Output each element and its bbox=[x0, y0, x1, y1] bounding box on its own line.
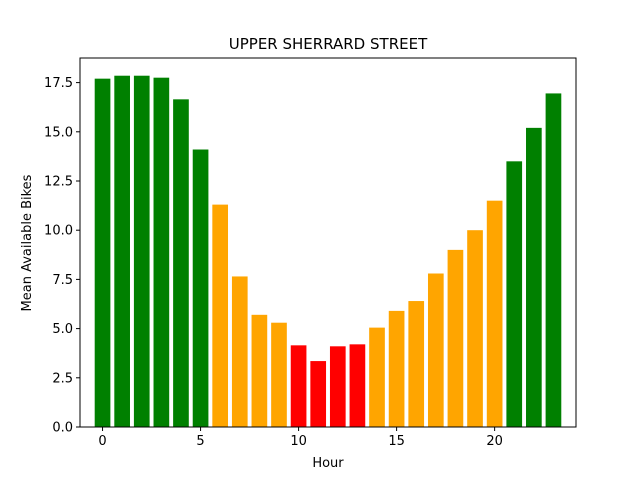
x-tick-label: 5 bbox=[196, 434, 204, 449]
y-axis-ticks: 0.0 2.5 5.0 7.5 10.0 12.5 15.0 17.5 bbox=[44, 76, 80, 436]
bar-hour-20 bbox=[486, 200, 503, 427]
y-tick-label: 10.0 bbox=[44, 224, 73, 239]
bar-hour-15 bbox=[388, 310, 405, 427]
bar-hour-17 bbox=[427, 273, 444, 427]
bar-hour-16 bbox=[408, 301, 425, 427]
y-tick-label: 5.0 bbox=[52, 322, 73, 337]
bar-hour-7 bbox=[231, 276, 248, 427]
y-tick-label: 15.0 bbox=[44, 125, 73, 140]
y-tick-label: 0.0 bbox=[52, 421, 73, 436]
bar-hour-0 bbox=[94, 78, 111, 427]
plot-frame bbox=[79, 57, 577, 428]
bar-hour-1 bbox=[114, 75, 130, 428]
bar-hour-22 bbox=[526, 127, 542, 428]
bar-hour-14 bbox=[369, 327, 385, 427]
bar-hour-13 bbox=[349, 344, 366, 427]
bar-hour-18 bbox=[447, 249, 464, 427]
bar-hour-5 bbox=[192, 149, 209, 427]
y-axis-label: Mean Available Bikes bbox=[20, 174, 35, 311]
chart-title: UPPER SHERRARD STREET bbox=[229, 35, 428, 53]
bar-hour-10 bbox=[290, 345, 307, 427]
x-tick-label: 10 bbox=[290, 434, 307, 449]
bar-hour-6 bbox=[212, 204, 229, 427]
x-axis-label: Hour bbox=[312, 456, 344, 471]
bar-hour-19 bbox=[467, 230, 483, 427]
y-tick-label: 2.5 bbox=[52, 371, 73, 386]
bar-hour-23 bbox=[545, 93, 562, 428]
x-tick-label: 0 bbox=[98, 434, 106, 449]
x-tick-label: 15 bbox=[388, 434, 405, 449]
bar-hour-12 bbox=[329, 346, 346, 427]
bar-hour-11 bbox=[310, 361, 327, 427]
x-tick-label: 20 bbox=[486, 434, 503, 449]
bar-hour-4 bbox=[173, 99, 189, 427]
y-tick-label: 12.5 bbox=[44, 175, 73, 190]
bars-group bbox=[94, 75, 562, 428]
bar-hour-2 bbox=[133, 75, 150, 428]
x-axis-ticks: 0 5 10 15 20 bbox=[98, 427, 503, 449]
bar-hour-9 bbox=[271, 322, 287, 427]
y-tick-label: 17.5 bbox=[44, 76, 73, 91]
bar-hour-21 bbox=[506, 161, 523, 427]
bar-hour-8 bbox=[251, 314, 268, 427]
bar-hour-3 bbox=[153, 77, 170, 428]
y-tick-label: 7.5 bbox=[52, 273, 73, 288]
